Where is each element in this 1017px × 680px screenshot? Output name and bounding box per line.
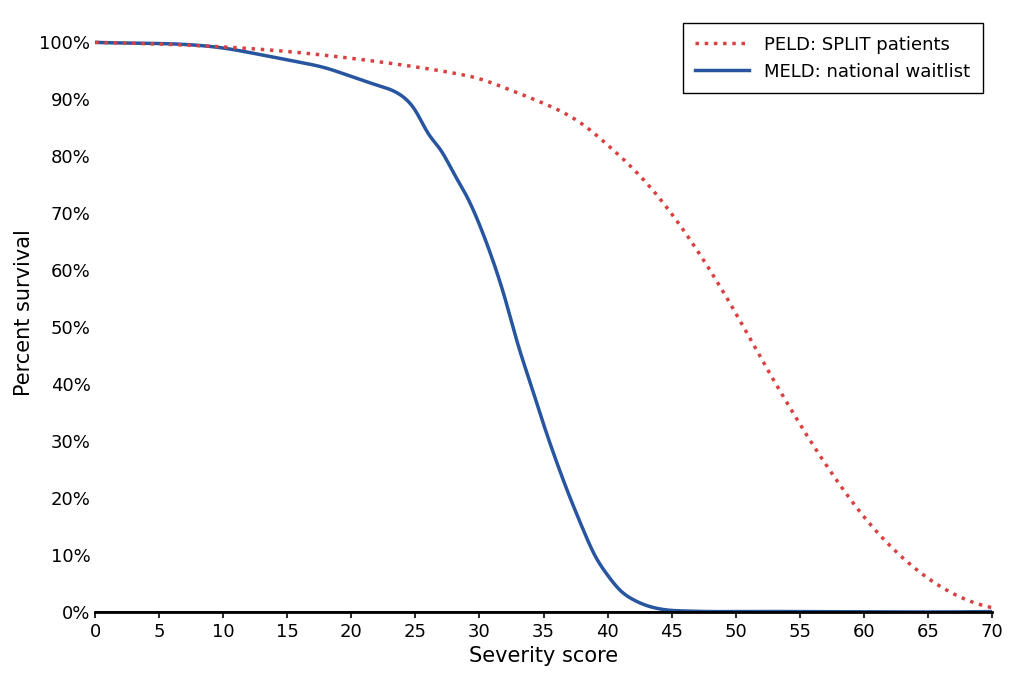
- PELD: SPLIT patients: (54.6, 0.346): SPLIT patients: (54.6, 0.346): [788, 411, 800, 419]
- Y-axis label: Percent survival: Percent survival: [14, 230, 34, 396]
- MELD: national waitlist: (55.8, 0.000932): national waitlist: (55.8, 0.000932): [804, 607, 817, 615]
- PELD: SPLIT patients: (0, 1): SPLIT patients: (0, 1): [89, 38, 102, 46]
- MELD: national waitlist: (48.1, 0.000984): national waitlist: (48.1, 0.000984): [705, 607, 717, 615]
- Line: PELD: SPLIT patients: PELD: SPLIT patients: [96, 42, 992, 608]
- Line: MELD: national waitlist: MELD: national waitlist: [96, 42, 992, 612]
- MELD: national waitlist: (70, 0.001): national waitlist: (70, 0.001): [985, 607, 998, 615]
- PELD: SPLIT patients: (55.8, 0.3): SPLIT patients: (55.8, 0.3): [804, 437, 817, 445]
- PELD: SPLIT patients: (48.1, 0.598): SPLIT patients: (48.1, 0.598): [705, 268, 717, 276]
- MELD: national waitlist: (0, 1): national waitlist: (0, 1): [89, 38, 102, 46]
- PELD: SPLIT patients: (30.8, 0.93): SPLIT patients: (30.8, 0.93): [484, 78, 496, 86]
- MELD: national waitlist: (64.3, 0.000261): national waitlist: (64.3, 0.000261): [913, 608, 925, 616]
- X-axis label: Severity score: Severity score: [469, 646, 618, 666]
- PELD: SPLIT patients: (28.3, 0.945): SPLIT patients: (28.3, 0.945): [452, 70, 464, 78]
- MELD: national waitlist: (30.8, 0.631): national waitlist: (30.8, 0.631): [484, 249, 496, 257]
- MELD: national waitlist: (28.3, 0.758): national waitlist: (28.3, 0.758): [452, 176, 464, 184]
- MELD: national waitlist: (54.6, 0.00103): national waitlist: (54.6, 0.00103): [788, 607, 800, 615]
- MELD: national waitlist: (7.15, 0.996): national waitlist: (7.15, 0.996): [181, 41, 193, 49]
- PELD: SPLIT patients: (7.15, 0.995): SPLIT patients: (7.15, 0.995): [181, 41, 193, 49]
- Legend: PELD: SPLIT patients, MELD: national waitlist: PELD: SPLIT patients, MELD: national wai…: [682, 23, 982, 93]
- PELD: SPLIT patients: (70, 0.008): SPLIT patients: (70, 0.008): [985, 604, 998, 612]
